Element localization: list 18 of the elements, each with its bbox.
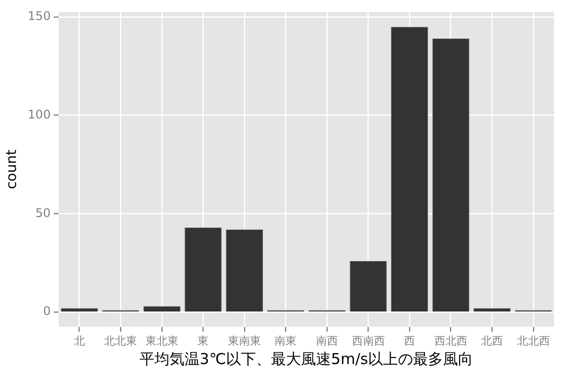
y-axis-title: count [4,149,20,190]
x-tick-label: 東 [198,334,209,348]
x-tick-label: 北北東 [104,334,138,348]
x-tick-label: 北北西 [516,334,550,348]
x-tick-label: 南東 [274,334,297,348]
y-tick-label: 100 [28,107,51,122]
x-tick-label: 南西 [316,334,338,348]
x-tick-label: 西南西 [352,334,385,348]
y-tick-label: 150 [28,9,51,24]
x-tick-label: 北 [74,334,85,348]
x-tick-label: 西北西 [434,334,468,348]
x-tick-label: 西 [404,334,416,348]
x-tick-label: 東北東 [145,334,178,348]
x-tick-label: 東南東 [228,334,261,348]
x-axis-title: 平均気温3℃以下、最大風速5m/s以上の最多風向 [140,350,474,368]
x-tick-label: 北西 [481,334,504,348]
y-tick-label: 0 [43,304,51,318]
y-tick-label: 50 [35,206,51,220]
